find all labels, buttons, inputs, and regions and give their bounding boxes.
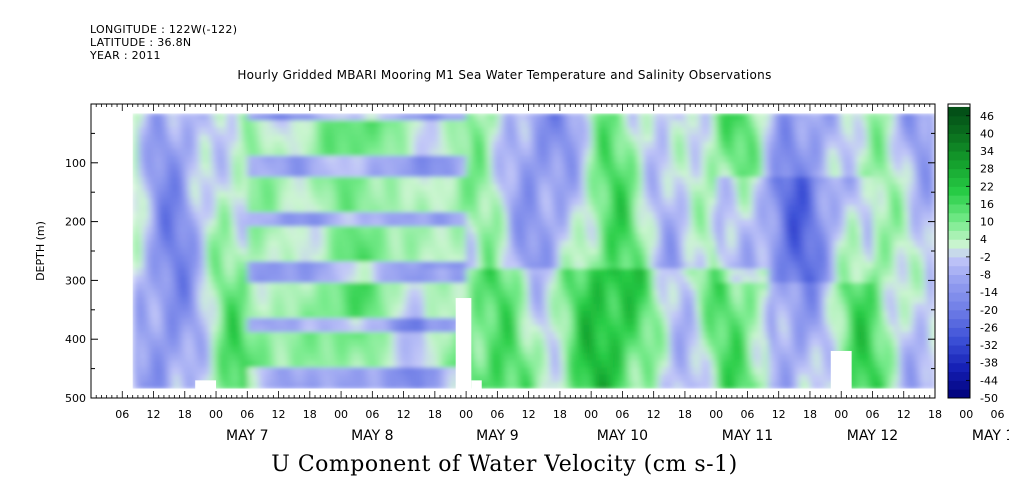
y-tick-label: 300 xyxy=(65,274,86,287)
colorbar-label: 10 xyxy=(980,216,994,229)
y-axis: 100 200 300 400 500 xyxy=(65,103,935,405)
x-tick-label: 00 xyxy=(209,408,223,421)
date-label: MAY 7 xyxy=(226,428,268,444)
variable-title: U Component of Water Velocity (cm s-1) xyxy=(271,452,738,477)
latitude-label: LATITUDE : 36.8N xyxy=(90,36,192,49)
colorbar-label: 22 xyxy=(980,180,994,193)
masked-region xyxy=(455,298,472,398)
colorbar-label: -8 xyxy=(980,269,991,282)
masked-regions xyxy=(195,298,852,398)
x-tick-label: 00 xyxy=(584,408,598,421)
x-tick-label: 18 xyxy=(178,408,192,421)
colorbar-label: -20 xyxy=(980,304,998,317)
x-tick-label: 12 xyxy=(647,408,661,421)
x-tick-label: 18 xyxy=(803,408,817,421)
x-tick-label: 12 xyxy=(522,408,536,421)
y-tick-label: 100 xyxy=(65,157,86,170)
x-tick-label: 18 xyxy=(303,408,317,421)
date-label: MAY 9 xyxy=(476,428,518,444)
longitude-label: LONGITUDE : 122W(-122) xyxy=(90,23,238,36)
x-tick-label: 18 xyxy=(678,408,692,421)
year-label: YEAR : 2011 xyxy=(90,49,161,62)
y-axis-label: DEPTH (m) xyxy=(34,221,47,281)
colorbar-label: -44 xyxy=(980,374,998,387)
colorbar-label: 4 xyxy=(980,233,987,246)
x-axis: 06 12 18 00 06 12 18 00 06 12 18 00 06 12 18 00 06 12 18 00… xyxy=(90,104,1009,444)
x-tick-label: 00 xyxy=(459,408,473,421)
colorbar-label: -50 xyxy=(980,392,998,405)
date-label: MAY 12 xyxy=(847,428,898,444)
date-label: MAY 11 xyxy=(722,428,773,444)
x-tick-label: 18 xyxy=(428,408,442,421)
x-tick-label: 18 xyxy=(928,408,942,421)
colorbar: 46 40 34 28 22 16 10 4 -2 -8 -14 -20 -26 -32 -38 -44 -50 xyxy=(947,103,998,405)
x-tick-label: 06 xyxy=(991,408,1005,421)
colorbar-label: 28 xyxy=(980,163,994,176)
y-tick-label: 500 xyxy=(65,392,86,405)
x-tick-label: 12 xyxy=(272,408,286,421)
x-tick-label: 00 xyxy=(959,408,973,421)
masked-region xyxy=(830,350,852,398)
masked-region xyxy=(195,380,217,398)
chart-title: Hourly Gridded MBARI Mooring M1 Sea Wate… xyxy=(237,68,772,82)
colorbar-label: 16 xyxy=(980,198,994,211)
heatmap-field xyxy=(91,104,935,398)
colorbar-label: -26 xyxy=(980,321,998,334)
x-tick-label: 06 xyxy=(115,408,129,421)
x-tick-label: 00 xyxy=(709,408,723,421)
x-tick-label: 00 xyxy=(334,408,348,421)
date-label: MAY 8 xyxy=(351,428,393,444)
y-tick-label: 200 xyxy=(65,216,86,229)
x-tick-label: 00 xyxy=(834,408,848,421)
x-tick-label: 06 xyxy=(865,408,879,421)
colorbar-label: -2 xyxy=(980,251,991,264)
x-tick-label: 12 xyxy=(397,408,411,421)
x-tick-label: 06 xyxy=(365,408,379,421)
x-tick-label: 18 xyxy=(553,408,567,421)
colorbar-label: 34 xyxy=(980,145,994,158)
x-tick-label: 12 xyxy=(772,408,786,421)
y-tick-label: 400 xyxy=(65,333,86,346)
x-tick-label: 06 xyxy=(615,408,629,421)
colorbar-label: -38 xyxy=(980,357,998,370)
colorbar-label: -32 xyxy=(980,339,998,352)
x-tick-label: 06 xyxy=(490,408,504,421)
date-label: MAY 10 xyxy=(597,428,648,444)
colorbar-label: 46 xyxy=(980,110,994,123)
x-tick-label: 06 xyxy=(740,408,754,421)
x-tick-label: 12 xyxy=(897,408,911,421)
x-tick-label: 12 xyxy=(147,408,161,421)
date-label: MAY 13 xyxy=(972,428,1009,444)
x-tick-label: 06 xyxy=(240,408,254,421)
masked-region xyxy=(471,380,482,398)
colorbar-label: -14 xyxy=(980,286,998,299)
colorbar-label: 40 xyxy=(980,127,994,140)
